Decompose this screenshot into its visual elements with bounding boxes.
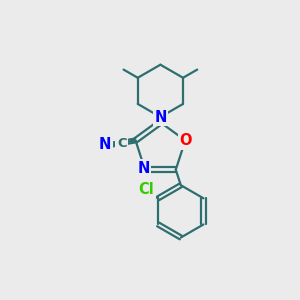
Text: O: O — [180, 133, 192, 148]
Text: N: N — [137, 161, 150, 176]
Text: C: C — [117, 137, 127, 150]
Text: Cl: Cl — [138, 182, 154, 197]
Text: N: N — [154, 110, 167, 124]
Text: N: N — [99, 136, 111, 152]
